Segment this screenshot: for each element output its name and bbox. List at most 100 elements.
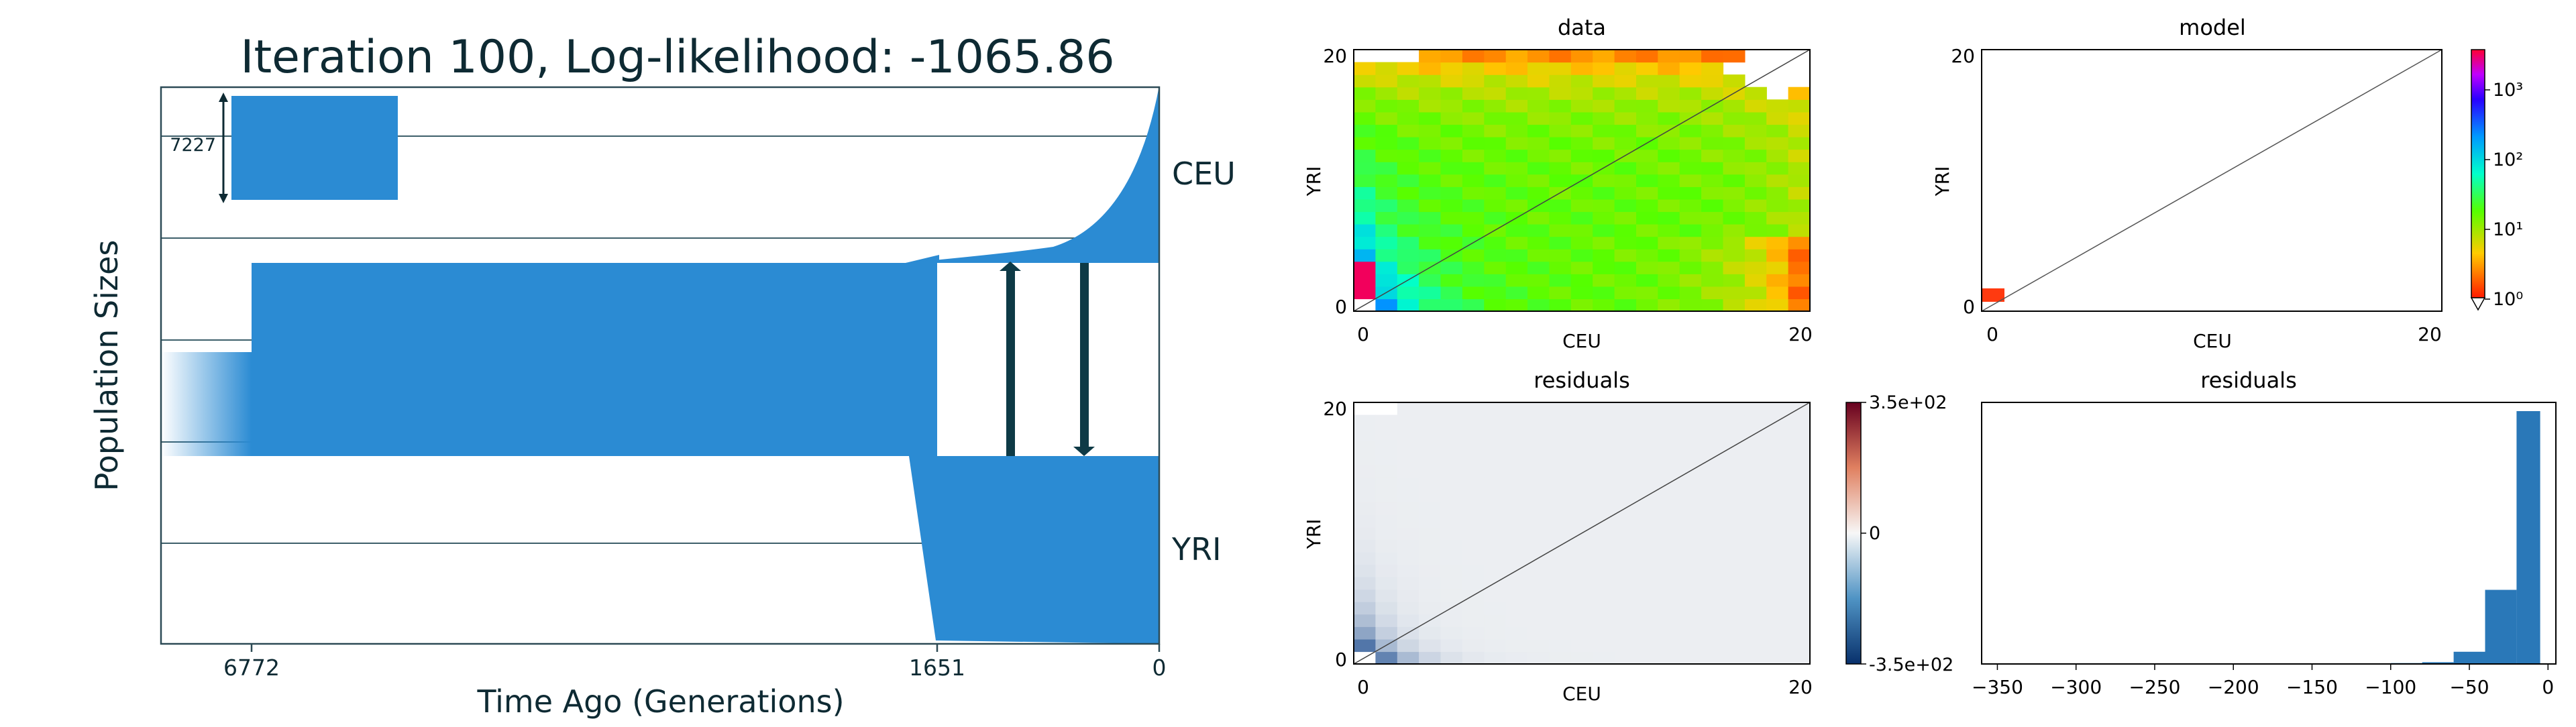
heatmap-cell [1375, 298, 1397, 311]
heatmap-cell [1375, 465, 1397, 478]
heatmap-cell [1549, 490, 1571, 502]
heatmap-cell [1354, 174, 1376, 187]
heatmap-cell [1484, 137, 1506, 150]
heatmap-cell [1462, 199, 1485, 212]
heatmap-cell [1462, 415, 1485, 428]
heatmap-cell [1484, 527, 1506, 540]
heatmap-cell [1701, 174, 1723, 187]
heatmap-cell [1745, 186, 1767, 199]
heatmap-cell [1419, 639, 1441, 652]
heatmap-cell [1549, 427, 1571, 440]
heatmap-cell [1506, 527, 1528, 540]
heatmap-cell [1615, 50, 1637, 62]
heatmap-cell [1701, 87, 1723, 100]
heatmap-cell [1397, 62, 1419, 75]
heatmap-cell [1701, 137, 1723, 150]
heatmap-cell [1723, 74, 1746, 87]
heatmap-cell [1680, 87, 1702, 100]
heatmap-cell [1354, 427, 1376, 440]
heatmap-cell [1354, 62, 1376, 75]
xtick-label: 0 [1357, 323, 1369, 345]
heatmap-cell [1701, 577, 1723, 590]
heatmap-cell [1571, 651, 1593, 664]
heatmap-cell [1419, 224, 1441, 237]
heatmap-cell [1723, 298, 1746, 311]
heatmap-cell [1788, 112, 1811, 125]
heatmap-cell [1636, 415, 1658, 428]
heatmap-cell [1745, 150, 1767, 162]
heatmap-cell [1375, 514, 1397, 527]
heatmap-cell [1419, 298, 1441, 311]
heatmap-cell [1397, 590, 1419, 602]
heatmap-cell [1745, 614, 1767, 627]
heatmap-cell [1658, 186, 1680, 199]
heatmap-cell [1441, 186, 1463, 199]
xtick-label: −100 [2365, 676, 2416, 698]
heatmap-cell [1506, 137, 1528, 150]
residuals-histogram-title: residuals [2200, 368, 2296, 393]
heatmap-cell [1462, 539, 1485, 552]
size-scale-block [231, 96, 398, 200]
heatmap-cell [1549, 477, 1571, 490]
heatmap-cell [1462, 249, 1485, 262]
heatmap-cell [1375, 211, 1397, 224]
heatmap-cell [1701, 50, 1723, 62]
heatmap-cell [1615, 137, 1637, 150]
heatmap-cell [1441, 639, 1463, 652]
heatmap-cell [1571, 150, 1593, 162]
data-heatmap-panel: data CEU YRI 0 20 0 20 [1303, 15, 1813, 352]
heatmap-cell [1615, 74, 1637, 87]
heatmap-cell [1615, 286, 1637, 299]
heatmap-cell [1441, 440, 1463, 453]
xtick-label: −150 [2286, 676, 2338, 698]
heatmap-cell [1658, 274, 1680, 286]
heatmap-cell [1419, 162, 1441, 174]
heatmap-cell [1658, 402, 1680, 415]
heatmap-cell [1788, 186, 1811, 199]
heatmap-cell [1615, 262, 1637, 274]
heatmap-cell [1375, 527, 1397, 540]
heatmap-cell [1354, 502, 1376, 515]
heatmap-cell [1397, 262, 1419, 274]
heatmap-cell [1658, 286, 1680, 299]
heatmap-cell [1680, 274, 1702, 286]
heatmap-cell [1615, 211, 1637, 224]
heatmap-cell [1441, 124, 1463, 137]
heatmap-cell [1484, 50, 1506, 62]
heatmap-cell [1701, 274, 1723, 286]
heatmap-cell [1723, 539, 1746, 552]
heatmap-cell [1636, 150, 1658, 162]
heatmap-cell [1354, 237, 1376, 249]
heatmap-cell [1484, 490, 1506, 502]
heatmap-cell [1549, 614, 1571, 627]
heatmap-cell [1527, 87, 1550, 100]
heatmap-cell [1397, 440, 1419, 453]
heatmap-cell [1441, 62, 1463, 75]
heatmap-cell [1636, 539, 1658, 552]
heatmap-cell [1462, 286, 1485, 299]
heatmap-cell [1593, 564, 1615, 577]
heatmap-cell [1506, 274, 1528, 286]
histogram-bars [2233, 411, 2540, 664]
heatmap-cell [1419, 552, 1441, 565]
heatmap-cell [1527, 50, 1550, 62]
heatmap-cell [1701, 112, 1723, 125]
heatmap-cell [1571, 274, 1593, 286]
heatmap-cell [1680, 224, 1702, 237]
heatmap-cell [1375, 452, 1397, 465]
heatmap-cell [1680, 452, 1702, 465]
heatmap-cell [1766, 514, 1788, 527]
heatmap-cell [1766, 224, 1788, 237]
heatmap-cell [1571, 237, 1593, 249]
heatmap-cell [1506, 112, 1528, 125]
heatmap-cell [1636, 614, 1658, 627]
heatmap-cell [1680, 137, 1702, 150]
heatmap-cell [1636, 87, 1658, 100]
heatmap-cell [1593, 639, 1615, 652]
heatmap-cell [1788, 539, 1811, 552]
heatmap-cell [1723, 224, 1746, 237]
heatmap-cell [1788, 452, 1811, 465]
heatmap-cell [1571, 490, 1593, 502]
heatmap-cell [1615, 199, 1637, 212]
heatmap-cell [1462, 150, 1485, 162]
